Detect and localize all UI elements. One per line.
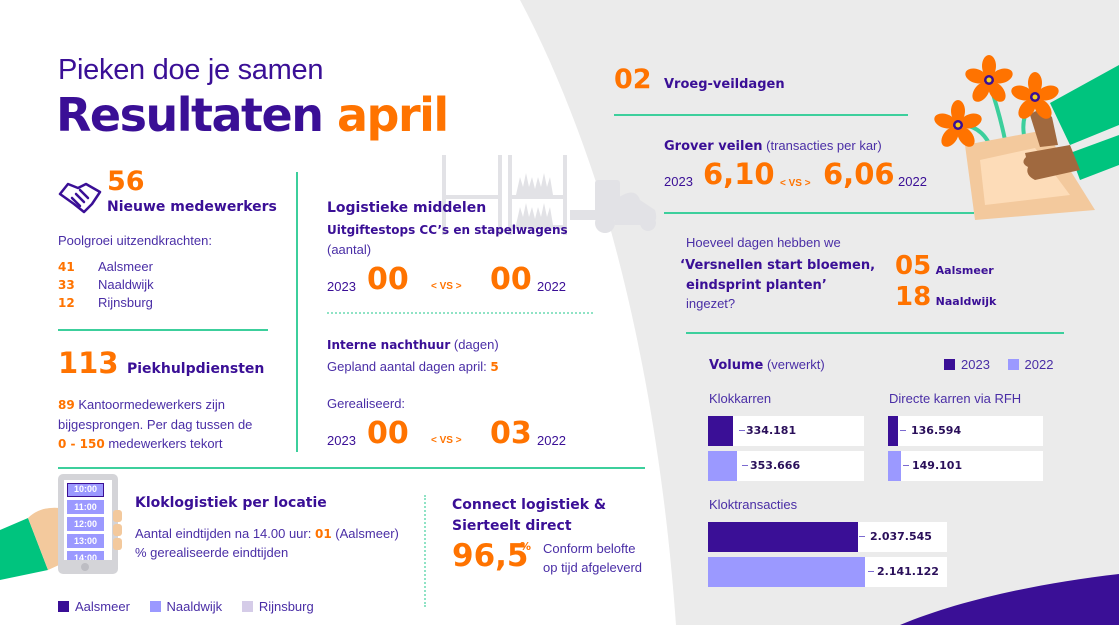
night-rental-title: Interne nachthuur (dagen) <box>327 337 499 352</box>
title-main: Resultaten <box>56 88 324 142</box>
night-rental-comparison: 2023 00 < VS > 03 2022 <box>327 416 566 451</box>
accelerate-question-line1: Hoeveel dagen hebben we <box>686 235 841 250</box>
bar-directe-2023: 136.594 <box>888 416 1043 446</box>
logistics-unit: (aantal) <box>327 242 372 257</box>
flowers-bouquet-illustration <box>934 55 1119 220</box>
title-month: april <box>337 88 449 142</box>
night-rental-planned: Gepland aantal dagen april: 5 <box>327 359 499 374</box>
connect-title: Connect logistiek & Sierteelt direct <box>452 497 607 534</box>
connect-unit: % <box>520 540 532 553</box>
connect-value: 96,5 <box>452 538 529 574</box>
divider <box>424 495 426 607</box>
phone-hand-illustration <box>0 474 122 580</box>
divider <box>614 114 908 116</box>
logistics-comparison: 2023 00 < VS > 00 2022 <box>327 262 566 297</box>
logistics-title: Logistieke middelen <box>327 200 487 216</box>
bar-directe-2022: 149.101 <box>888 451 1043 481</box>
legend-2022: 2022 <box>1007 357 1053 372</box>
legend-2023: 2023 <box>944 357 990 372</box>
logistics-subtitle: Uitgiftestops CC’s en stapelwagens <box>327 223 568 237</box>
divider <box>58 329 268 331</box>
early-auction-label: Vroeg-veildagen <box>664 77 785 92</box>
legend-naaldwijk: Naaldwijk <box>149 599 222 614</box>
peak-help-header: 113 Piekhulpdiensten <box>58 346 264 380</box>
bar-klokkarren-2023: 334.181 <box>708 416 864 446</box>
cart-truck-illustration <box>442 155 657 235</box>
volume-title: Volume (verwerkt) <box>709 357 825 373</box>
bar-kloktransacties-2023: 2.037.545 <box>708 522 947 552</box>
accelerate-naaldwijk: 18 Naaldwijk <box>895 282 997 312</box>
legend-rijnsburg: Rijnsburg <box>241 599 314 614</box>
clock-logistics-line1: Aantal eindtijden na 14.00 uur: 01 (Aals… <box>135 526 399 541</box>
page-subtitle: Pieken doe je samen <box>58 54 324 86</box>
coarse-auction-comparison: 2023 6,10 < VS > 6,06 2022 <box>664 157 927 191</box>
chart-title-kloktransacties: Kloktransacties <box>709 497 798 512</box>
legend-aalsmeer: Aalsmeer <box>58 599 130 614</box>
page-title: Resultaten april <box>56 88 449 142</box>
new-employees-count: 56 <box>107 166 145 197</box>
peak-help-count: 113 <box>58 346 119 380</box>
pool-growth-label: Poolgroei uitzendkrachten: <box>58 233 212 248</box>
early-auction-count: 02 <box>614 64 652 95</box>
handshake-icon <box>58 182 102 214</box>
peak-help-label: Piekhulpdiensten <box>127 361 265 377</box>
pool-growth-list: 41 Aalsmeer 33 Naaldwijk 12 Rijnsburg <box>58 258 154 312</box>
phone-time-list: 10:00 11:00 12:00 13:00 14:00 <box>67 483 104 560</box>
bar-kloktransacties-2022: 2.141.122 <box>708 557 947 587</box>
divider <box>58 467 645 469</box>
peak-help-desc: 89 Kantoormedewerkers zijn bijgesprongen… <box>58 397 253 451</box>
pool-row-rijnsburg: 12 Rijnsburg <box>58 295 153 310</box>
clock-logistics-line2: % gerealiseerde eindtijden <box>135 545 289 560</box>
connect-description: Conform belofte op tijd afgeleverd <box>543 541 643 575</box>
divider <box>327 312 593 314</box>
bar-klokkarren-2022: 353.666 <box>708 451 864 481</box>
chart-title-klokkarren: Klokkarren <box>709 391 772 406</box>
divider <box>686 332 1064 334</box>
chart-title-directe-karren: Directe karren via RFH <box>889 391 1022 406</box>
clock-logistics-title: Kloklogistiek per locatie <box>135 495 327 511</box>
night-rental-realized-label: Gerealiseerd: <box>327 396 406 411</box>
divider <box>664 212 974 214</box>
accelerate-question-line2: ingezet? <box>686 296 736 311</box>
pool-row-naaldwijk: 33 Naaldwijk <box>58 277 154 292</box>
accelerate-aalsmeer: 05 Aalsmeer <box>895 251 994 281</box>
pool-row-aalsmeer: 41 Aalsmeer <box>58 259 153 274</box>
coarse-auction-title: Grover veilen (transacties per kar) <box>664 138 882 154</box>
new-employees-label: Nieuwe medewerkers <box>107 199 277 215</box>
column-divider <box>296 172 298 452</box>
volume-legend: 2023 2022 <box>944 357 1053 372</box>
accelerate-quote: ‘Versnellen start bloemen, eindsprint pl… <box>680 258 876 293</box>
location-legend: Aalsmeer Naaldwijk Rijnsburg <box>58 599 314 614</box>
